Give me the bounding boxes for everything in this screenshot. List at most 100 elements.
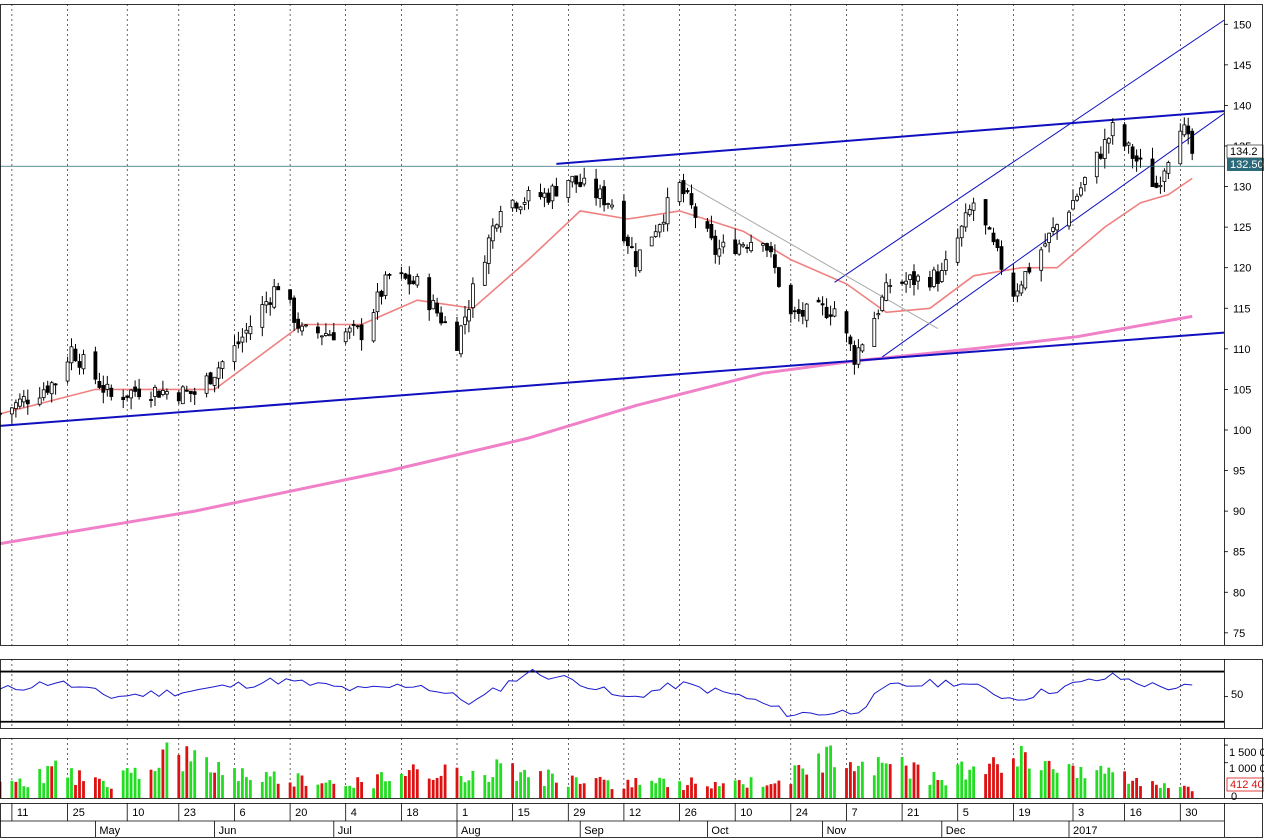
volume-bar (483, 775, 487, 798)
candle-body (359, 324, 364, 341)
volume-bar (320, 783, 324, 798)
volume-bar (407, 770, 411, 798)
time-tick-label: 23 (184, 807, 196, 819)
volume-bar (372, 788, 375, 798)
volume-bar (717, 786, 721, 798)
candle-body (987, 227, 992, 230)
candle-body (888, 285, 893, 287)
volume-bar (777, 780, 781, 798)
volume-bar (801, 768, 805, 798)
candle-body (125, 395, 130, 398)
volume-bar (217, 762, 220, 798)
volume-bar (1159, 787, 1162, 798)
volume-bar (439, 775, 443, 798)
candle-body (375, 291, 380, 313)
candle-body (403, 273, 408, 279)
candle-body (963, 212, 968, 228)
volume-bar (209, 772, 212, 798)
candle-body (677, 182, 682, 203)
candle-body (908, 274, 912, 280)
volume-bar (745, 787, 749, 798)
candle-body (319, 335, 324, 338)
candle-body (1011, 272, 1016, 297)
volume-bar (1099, 765, 1103, 798)
candle-body (602, 186, 606, 206)
volume-bar (539, 771, 542, 798)
candle-body (482, 261, 487, 286)
rsi-panel[interactable] (0, 668, 1228, 723)
candle-body (542, 192, 547, 198)
volume-bar (527, 777, 530, 798)
volume-bar (237, 781, 240, 798)
candle-body (387, 273, 392, 276)
volume-bar (388, 781, 391, 798)
volume-bar (455, 767, 459, 798)
price-tick-label: 140 (1233, 100, 1251, 112)
volume-bar (137, 779, 141, 798)
volume-bar (38, 769, 42, 798)
candle-body (355, 325, 360, 328)
price-panel[interactable]: 7580859095100105110115120125130135140145… (0, 4, 1251, 798)
candle-body (315, 326, 320, 334)
candle-body (184, 389, 189, 392)
candle-body (97, 380, 102, 388)
volume-bar (598, 776, 602, 798)
volume-bar (956, 764, 960, 798)
candle-body (745, 246, 749, 249)
volume-bar (400, 773, 403, 798)
volume-bar (98, 778, 101, 798)
volume-bar (300, 775, 304, 798)
candle-body (856, 347, 861, 365)
candle-body (109, 387, 114, 397)
panel-frame-2 (0, 738, 1263, 799)
volume-bar (880, 762, 884, 798)
volume-bar (555, 782, 558, 798)
volume-bar (1103, 773, 1107, 798)
candle-body (550, 185, 555, 202)
candle-body (689, 193, 694, 206)
volume-bar (415, 769, 419, 798)
candle-body (1094, 151, 1099, 178)
price-tick-label: 110 (1233, 344, 1251, 356)
candle-body (133, 386, 138, 392)
volume-bar (638, 784, 642, 798)
volume-bar (610, 789, 614, 798)
candle-body (49, 382, 54, 395)
volume-bar (1107, 767, 1111, 798)
candle-body (65, 361, 70, 382)
volume-bar (547, 769, 550, 798)
volume-bar (296, 773, 300, 798)
month-label: Dec (946, 825, 966, 837)
volume-bar (511, 763, 514, 798)
volume-bar (70, 768, 73, 798)
trendline-2 (834, 19, 1225, 283)
candle-body (582, 177, 587, 185)
time-tick-label: 15 (518, 807, 530, 819)
volume-bar (793, 765, 797, 798)
volume-bar (551, 773, 554, 798)
volume-bar (463, 782, 467, 798)
volume-bar (1139, 786, 1142, 798)
candle-body (959, 225, 964, 239)
candle-body (681, 180, 686, 195)
volume-bar (153, 771, 157, 798)
time-tick-label: 3 (1078, 807, 1084, 819)
candle-body (121, 396, 126, 400)
volume-panel[interactable] (0, 742, 1228, 799)
candle-body (665, 197, 670, 225)
volume-bar (471, 770, 475, 798)
candle-body (347, 327, 352, 333)
candle-body (610, 204, 614, 208)
volume-bar (22, 786, 26, 798)
volume-bar (1023, 752, 1027, 798)
volume-bar (18, 778, 22, 798)
candle-body (466, 309, 471, 322)
candle-body (880, 296, 885, 312)
candle-body (824, 306, 829, 318)
volume-bar (249, 780, 252, 798)
volume-bar (900, 757, 904, 798)
volume-bar (1051, 769, 1055, 798)
candle-body (1158, 184, 1163, 188)
time-tick-label: 7 (852, 807, 858, 819)
volume-bar (825, 746, 828, 798)
